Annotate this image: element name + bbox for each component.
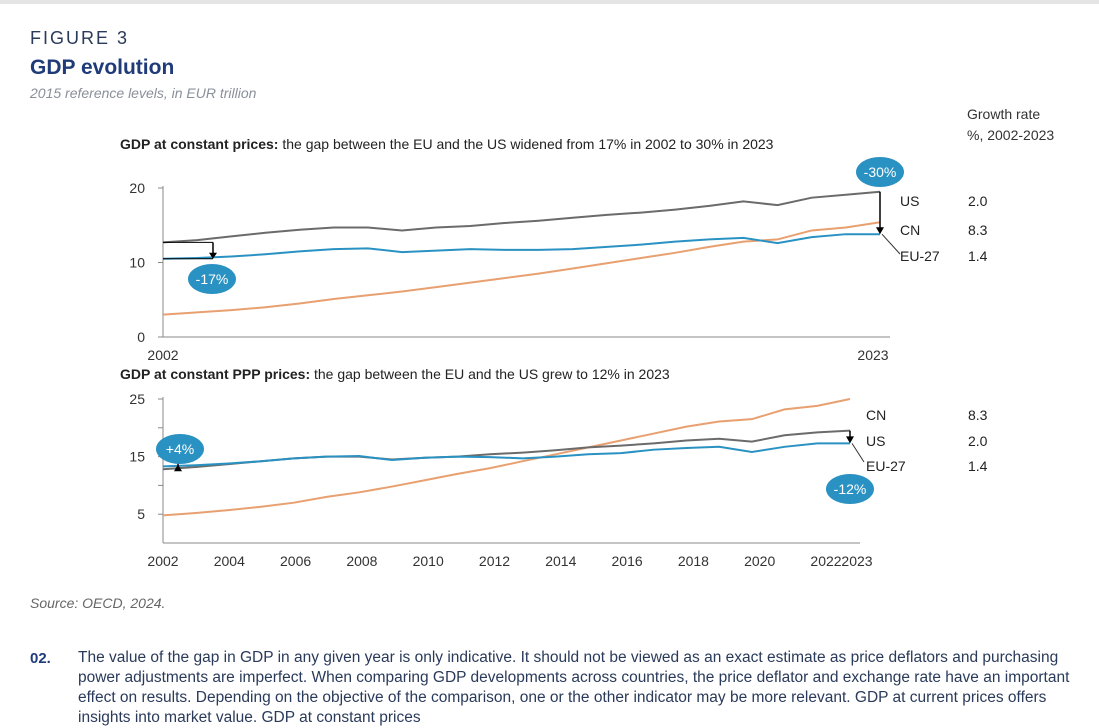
- chart2-growth-eu-27: 1.4: [968, 458, 988, 474]
- growth-subheader: %, 2002-2023: [967, 127, 1055, 143]
- chart2-legend-us: US: [866, 433, 885, 449]
- chart2-x-tick-label: 2008: [346, 553, 377, 569]
- figure-label: FIGURE 3: [30, 28, 130, 48]
- chart1-growth-us: 2.0: [968, 193, 988, 209]
- chart2-x-tick-label: 2020: [744, 553, 775, 569]
- chart1-growth-eu-27: 1.4: [968, 248, 988, 264]
- chart1-legend-us: US: [900, 193, 919, 209]
- gap-bubble: [856, 157, 904, 187]
- arrow-head-icon: [846, 436, 854, 444]
- chart1-title-rest: the gap between the EU and the US widene…: [278, 136, 774, 152]
- chart2-y-tick-label: 5: [137, 506, 145, 522]
- chart2-title: GDP at constant PPP prices: the gap betw…: [120, 366, 670, 382]
- chart2-title-bold: GDP at constant PPP prices:: [120, 366, 311, 382]
- chart1-title-bold: GDP at constant prices:: [120, 136, 279, 152]
- figure-subtitle: 2015 reference levels, in EUR trillion: [30, 85, 257, 101]
- chart2-title-rest: the gap between the EU and the US grew t…: [310, 366, 670, 382]
- chart2-line-cn: [162, 398, 851, 517]
- legend-leader-line: [851, 443, 865, 463]
- chart2-y-tick-label: 15: [129, 449, 145, 465]
- chart1-y-tick-label: 20: [129, 180, 145, 196]
- chart1-x-tick-label: 2023: [857, 347, 888, 363]
- paragraph-text: The value of the gap in GDP in any given…: [78, 649, 1070, 726]
- chart1-y-tick-label: 10: [129, 255, 145, 271]
- paragraph-number: 02.: [30, 650, 51, 667]
- chart2-x-tick-label: 2010: [413, 553, 444, 569]
- chart1-legend-cn: CN: [900, 222, 920, 238]
- chart2-x-tick-label: 2014: [545, 553, 576, 569]
- gap-bubble-label: -12%: [834, 481, 867, 497]
- chart1-y-tick-label: 0: [137, 329, 145, 345]
- chart1-title: GDP at constant prices: the gap between …: [120, 136, 773, 152]
- chart2-x-tick-label: 2006: [280, 553, 311, 569]
- chart1-legend-eu-27: EU-27: [900, 248, 940, 264]
- chart1-line-us: [162, 190, 881, 244]
- arrow-head-icon: [209, 252, 217, 259]
- chart2-legend-cn: CN: [866, 407, 886, 423]
- chart2-x-tick-label: 2012: [479, 553, 510, 569]
- gap-bubble-label: +4%: [166, 441, 194, 457]
- chart2-legend-eu-27: EU-27: [866, 458, 906, 474]
- gap-bubble: [826, 474, 874, 504]
- legend-leader-line: [881, 233, 901, 255]
- growth-header: Growth rate: [967, 106, 1041, 122]
- chart1-line-cn: [162, 221, 881, 316]
- gap-bubble-label: -17%: [196, 271, 229, 287]
- chart2-x-tick-label: 2022: [810, 553, 841, 569]
- chart1-x-tick-label: 2002: [147, 347, 178, 363]
- chart2-x-tick-label: 2016: [612, 553, 643, 569]
- chart2-y-tick-label: 25: [129, 391, 145, 407]
- arrow-head-icon: [174, 464, 182, 472]
- chart2-line-eu-27: [162, 442, 850, 468]
- figure-title: GDP evolution: [30, 56, 175, 79]
- chart2-x-tick-label: 2004: [214, 553, 245, 569]
- chart1-line-eu-27: [162, 233, 880, 260]
- gap-bubble: [156, 434, 204, 464]
- chart2-x-tick-label: 2002: [147, 553, 178, 569]
- chart2-line-us: [162, 429, 851, 471]
- chart2-growth-us: 2.0: [968, 433, 988, 449]
- source-note: Source: OECD, 2024.: [30, 595, 166, 611]
- chart1-growth-cn: 8.3: [968, 222, 988, 238]
- gap-bubble-label: -30%: [864, 164, 897, 180]
- top-edge: [0, 0, 1099, 4]
- chart2-x-tick-label: 2023: [841, 553, 872, 569]
- gap-bubble: [188, 264, 236, 294]
- chart2-x-tick-label: 2018: [678, 553, 709, 569]
- arrow-head-icon: [876, 227, 884, 235]
- chart2-growth-cn: 8.3: [968, 407, 988, 423]
